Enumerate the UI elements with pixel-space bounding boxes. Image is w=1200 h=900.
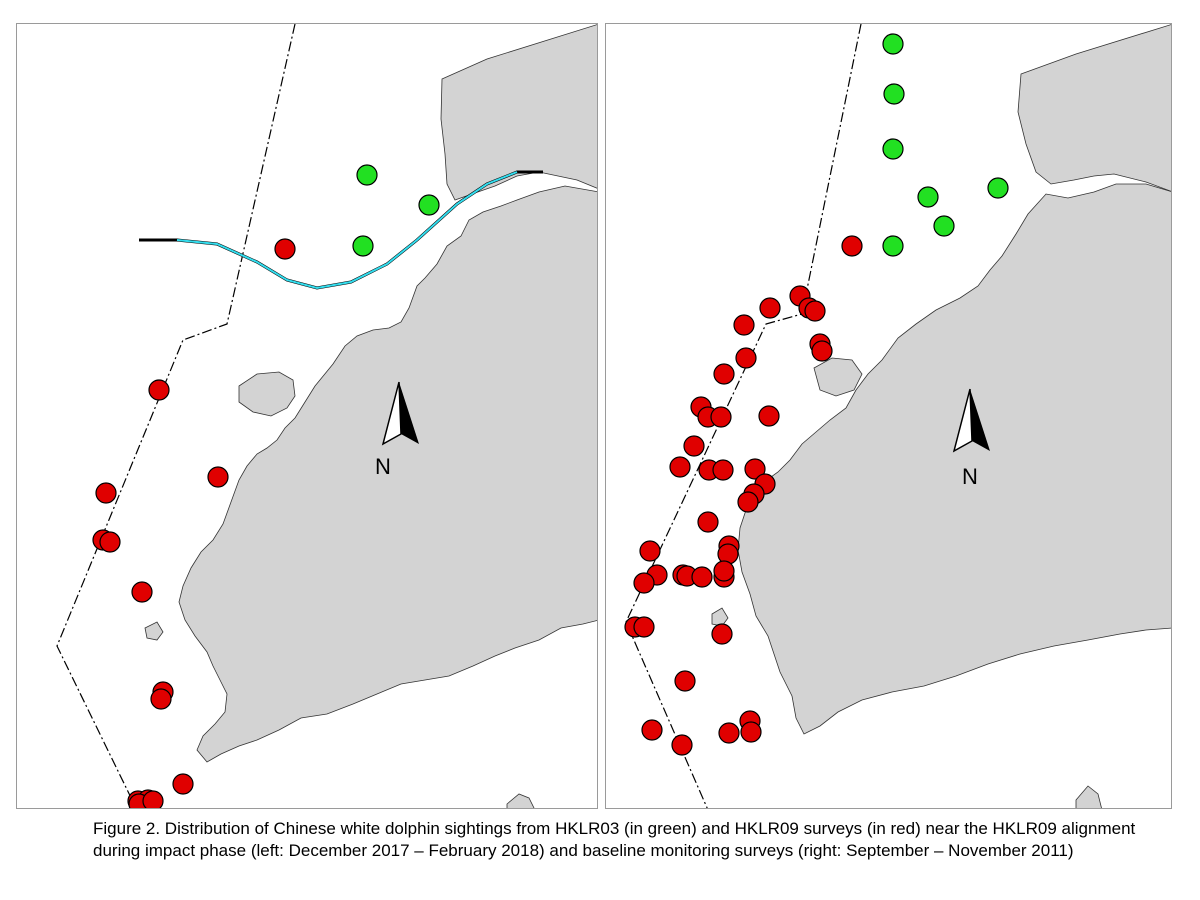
hklr03-sighting-marker bbox=[933, 215, 955, 237]
hklr09-alignment-fill bbox=[176, 171, 518, 290]
sightings-left bbox=[92, 164, 440, 808]
hklr09-sighting-marker bbox=[841, 235, 863, 257]
hklr09-sighting-marker bbox=[713, 363, 735, 385]
land-main bbox=[737, 183, 1171, 735]
hklr03-sighting-marker bbox=[882, 235, 904, 257]
north-label: N bbox=[375, 454, 391, 479]
island-small-1 bbox=[238, 371, 296, 417]
hklr09-sighting-marker bbox=[683, 435, 705, 457]
map-panel-left: N bbox=[16, 23, 598, 809]
hklr09-sighting-marker bbox=[804, 300, 826, 322]
hklr09-sighting-marker bbox=[737, 491, 759, 513]
hklr09-sighting-marker bbox=[811, 340, 833, 362]
hklr03-sighting-marker bbox=[352, 235, 374, 257]
hklr09-sighting-marker bbox=[697, 511, 719, 533]
hklr09-sighting-marker bbox=[691, 566, 713, 588]
survey-boundary bbox=[56, 24, 296, 808]
hklr09-sighting-marker bbox=[148, 379, 170, 401]
hklr09-sighting-marker bbox=[99, 531, 121, 553]
land-main bbox=[178, 185, 597, 763]
north-arrow-icon bbox=[381, 381, 419, 446]
hklr09-sighting-marker bbox=[740, 721, 762, 743]
hklr09-sighting-marker bbox=[671, 734, 693, 756]
hklr09-sighting-marker bbox=[633, 616, 655, 638]
hklr03-sighting-marker bbox=[356, 164, 378, 186]
hklr09-sighting-marker bbox=[674, 670, 696, 692]
hklr09-sighting-marker bbox=[712, 459, 734, 481]
hklr09-sighting-marker bbox=[633, 572, 655, 594]
hklr09-sighting-marker bbox=[759, 297, 781, 319]
figure-caption: Figure 2. Distribution of Chinese white … bbox=[93, 819, 1136, 860]
sightings-right bbox=[624, 33, 1009, 756]
hklr03-sighting-marker bbox=[987, 177, 1009, 199]
hklr09-sighting-marker bbox=[735, 347, 757, 369]
hklr03-sighting-marker bbox=[418, 194, 440, 216]
hklr03-sighting-marker bbox=[883, 83, 905, 105]
hklr09-sighting-marker bbox=[150, 688, 172, 710]
hklr09-sighting-marker bbox=[639, 540, 661, 562]
map-panel-right: N bbox=[605, 23, 1172, 809]
north-label: N bbox=[962, 464, 978, 489]
hklr03-sighting-marker bbox=[882, 138, 904, 160]
hklr03-sighting-marker bbox=[882, 33, 904, 55]
hklr09-sighting-marker bbox=[274, 238, 296, 260]
hklr09-sighting-marker bbox=[758, 405, 780, 427]
map-left-svg bbox=[56, 24, 597, 808]
map-right-svg bbox=[624, 24, 1171, 808]
land-north bbox=[1017, 24, 1171, 192]
island-small-2 bbox=[711, 607, 729, 627]
hklr09-sighting-marker bbox=[669, 456, 691, 478]
island-small-3 bbox=[506, 793, 535, 808]
hklr09-sighting-marker bbox=[172, 773, 194, 795]
hklr09-sighting-marker bbox=[711, 623, 733, 645]
hklr09-sighting-marker bbox=[718, 722, 740, 744]
hklr09-sighting-marker bbox=[710, 406, 732, 428]
hklr09-sighting-marker bbox=[142, 790, 164, 808]
hklr09-sighting-marker bbox=[744, 458, 766, 480]
hklr09-sighting-marker bbox=[95, 482, 117, 504]
hklr09-sighting-marker bbox=[207, 466, 229, 488]
hklr03-sighting-marker bbox=[917, 186, 939, 208]
land-north bbox=[440, 24, 597, 201]
survey-boundary bbox=[625, 24, 862, 808]
north-arrow-icon bbox=[952, 388, 990, 453]
island-small-3 bbox=[1075, 785, 1102, 808]
hklr09-sighting-marker bbox=[641, 719, 663, 741]
hklr09-sighting-marker bbox=[713, 560, 735, 582]
island-small-2 bbox=[144, 621, 164, 641]
island-small-1 bbox=[813, 357, 863, 397]
hklr09-sighting-marker bbox=[131, 581, 153, 603]
hklr09-sighting-marker bbox=[733, 314, 755, 336]
